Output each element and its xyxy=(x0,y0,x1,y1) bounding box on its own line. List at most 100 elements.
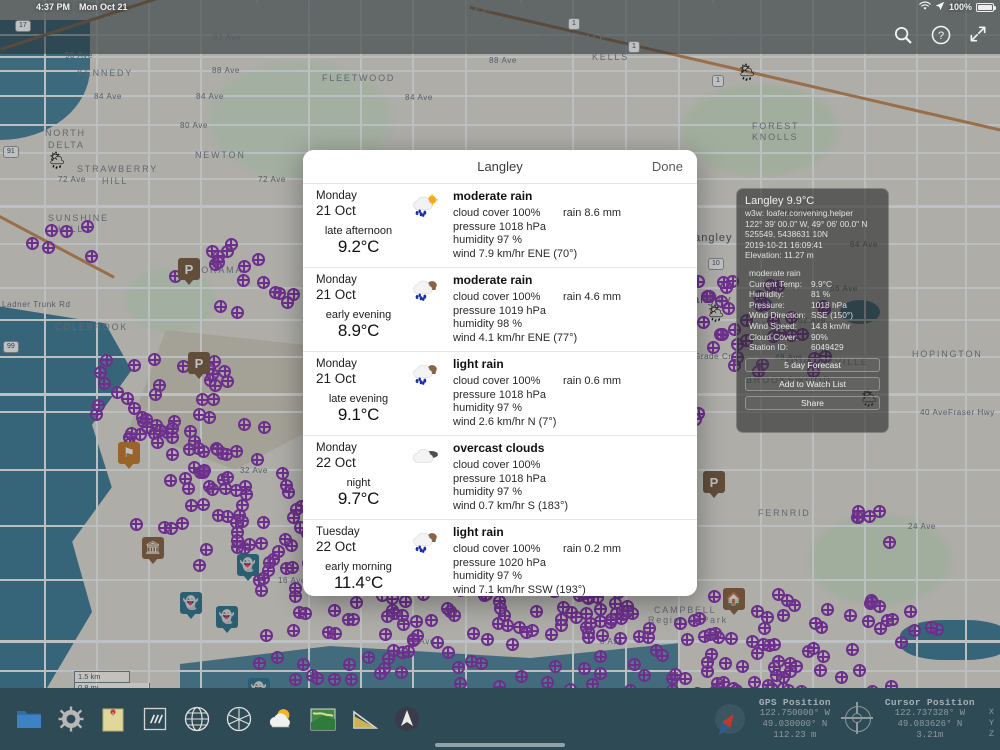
map-marker-target[interactable] xyxy=(596,629,610,643)
map-marker-target[interactable] xyxy=(183,424,197,438)
map-marker-target[interactable] xyxy=(350,595,364,609)
map-marker-target[interactable] xyxy=(780,594,794,608)
map-marker-target[interactable] xyxy=(410,615,424,629)
map-marker-pin[interactable]: 🏠 xyxy=(723,588,745,615)
map-marker-target[interactable] xyxy=(299,607,313,621)
map-marker-target[interactable] xyxy=(164,474,178,488)
map-marker-target[interactable] xyxy=(673,617,687,631)
dock-icon-row[interactable] xyxy=(14,704,422,734)
map-marker-target[interactable] xyxy=(703,628,717,642)
map-marker-target[interactable] xyxy=(342,658,356,672)
map-marker-target[interactable] xyxy=(821,603,835,617)
globe-icon[interactable] xyxy=(182,704,212,734)
map-marker-target[interactable] xyxy=(424,613,438,627)
map-marker-target[interactable] xyxy=(874,622,888,636)
info-action-5-day-forecast[interactable]: 5 day Forecast xyxy=(745,357,880,372)
map-marker-target[interactable] xyxy=(151,436,165,450)
map-marker-target[interactable] xyxy=(184,499,198,513)
forecast-row[interactable]: Monday 21 Oct late evening 9.1°C light rain c… xyxy=(303,352,697,436)
map-marker-target[interactable] xyxy=(544,628,558,642)
map-marker-target[interactable] xyxy=(637,668,651,682)
map-marker-target[interactable] xyxy=(328,627,342,641)
map-marker-target[interactable] xyxy=(402,645,416,659)
map-marker-target[interactable] xyxy=(431,636,445,650)
map-marker-target[interactable] xyxy=(569,610,583,624)
help-circle-icon[interactable]: ? xyxy=(930,24,952,46)
map-marker-target[interactable] xyxy=(254,536,268,550)
forecast-row[interactable]: Tuesday 22 Oct early morning 11.4°C light ra… xyxy=(303,520,697,596)
map-marker-target[interactable] xyxy=(208,379,222,393)
map-marker-target[interactable] xyxy=(816,650,830,664)
map-marker-target[interactable] xyxy=(845,643,859,657)
map-marker-target[interactable] xyxy=(853,663,867,677)
map-marker-target[interactable] xyxy=(129,517,143,531)
map-marker-target[interactable] xyxy=(252,656,266,670)
map-marker-target[interactable] xyxy=(665,683,679,688)
map-marker-target[interactable] xyxy=(286,561,300,575)
map-marker-target[interactable] xyxy=(214,300,228,314)
map-marker-target[interactable] xyxy=(904,605,918,619)
map-marker-target[interactable] xyxy=(813,663,827,677)
map-marker-target[interactable] xyxy=(452,660,466,674)
map-marker-target[interactable] xyxy=(530,605,544,619)
forecast-row[interactable]: Monday 22 Oct night 9.7°C overcast clouds clo… xyxy=(303,436,697,520)
bottom-dock[interactable]: GPS Position 122.750000° W 49.030000° N … xyxy=(0,688,1000,750)
map-marker-target[interactable] xyxy=(593,667,607,681)
map-marker-target[interactable] xyxy=(789,659,803,673)
info-action-share[interactable]: Share xyxy=(745,395,880,410)
map-marker-target[interactable] xyxy=(182,442,196,456)
map-marker-target[interactable] xyxy=(748,675,762,688)
map-marker-target[interactable] xyxy=(272,545,286,559)
map-marker-pin[interactable]: 👻 xyxy=(237,554,259,581)
center-crosshair-icon[interactable] xyxy=(840,702,873,734)
map-marker-target[interactable] xyxy=(586,677,600,688)
map-toolbar[interactable]: ? xyxy=(892,24,990,46)
map-marker-target[interactable] xyxy=(221,374,235,388)
weather-icon[interactable] xyxy=(266,704,296,734)
map-marker-target[interactable] xyxy=(205,244,219,258)
map-marker-target[interactable] xyxy=(465,655,479,669)
done-button[interactable]: Done xyxy=(651,159,683,174)
map-marker-target[interactable] xyxy=(288,673,302,687)
weather-cluster-icon[interactable]: 🌦 xyxy=(736,63,758,82)
map-marker-target[interactable] xyxy=(453,677,467,688)
map-marker-target[interactable] xyxy=(851,504,865,518)
map-marker-target[interactable] xyxy=(884,679,898,688)
map-marker-target[interactable] xyxy=(287,624,301,638)
map-marker-target[interactable] xyxy=(493,680,507,688)
map-marker-target[interactable] xyxy=(710,677,724,688)
map-marker-target[interactable] xyxy=(447,609,461,623)
info-actions[interactable]: 5 day Forecast Add to Watch List Share xyxy=(745,357,880,410)
map-marker-target[interactable] xyxy=(767,638,781,652)
home-indicator[interactable] xyxy=(435,743,565,747)
map-marker-target[interactable] xyxy=(211,442,225,456)
map-marker-target[interactable] xyxy=(736,660,750,674)
map-marker-pin[interactable]: 👻 xyxy=(248,678,270,688)
navigate-icon[interactable] xyxy=(392,704,422,734)
map-marker-target[interactable] xyxy=(873,504,887,518)
map-marker-target[interactable] xyxy=(395,665,409,679)
map-marker-target[interactable] xyxy=(288,589,302,603)
map-marker-target[interactable] xyxy=(655,649,669,663)
map-marker-target[interactable] xyxy=(237,259,251,273)
map-marker-target[interactable] xyxy=(467,627,481,641)
map-marker-target[interactable] xyxy=(92,398,106,412)
map-marker-target[interactable] xyxy=(219,482,233,496)
map-marker-target[interactable] xyxy=(97,377,111,391)
map-marker-target[interactable] xyxy=(399,595,413,609)
weather-forecast-dialog[interactable]: Langley Done Monday 21 Oct late afternoon 9… xyxy=(303,150,697,596)
map-marker-target[interactable] xyxy=(250,453,264,467)
map-marker-target[interactable] xyxy=(493,601,507,615)
map-marker-target[interactable] xyxy=(257,571,271,585)
map-marker-target[interactable] xyxy=(395,609,409,623)
map-marker-target[interactable] xyxy=(270,651,284,665)
map-marker-target[interactable] xyxy=(197,464,211,478)
compass-icon[interactable] xyxy=(224,704,254,734)
map-marker-target[interactable] xyxy=(251,253,265,267)
map-marker-target[interactable] xyxy=(268,285,282,299)
weather-cluster-icon[interactable]: 🌦 xyxy=(46,151,68,170)
map-marker-target[interactable] xyxy=(750,604,764,618)
map-marker-target[interactable] xyxy=(149,388,163,402)
map-marker-target[interactable] xyxy=(218,364,232,378)
map-marker-target[interactable] xyxy=(377,661,391,675)
